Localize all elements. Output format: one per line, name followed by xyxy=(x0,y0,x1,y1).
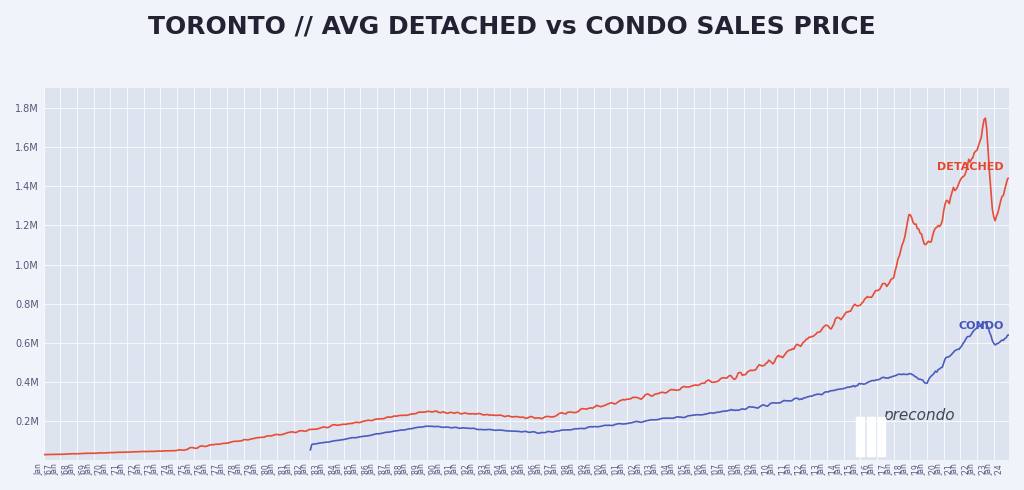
Bar xyxy=(867,416,876,456)
Text: DETACHED: DETACHED xyxy=(937,162,1004,172)
Text: CONDO: CONDO xyxy=(958,321,1004,331)
Text: TORONTO // AVG DETACHED vs CONDO SALES PRICE: TORONTO // AVG DETACHED vs CONDO SALES P… xyxy=(148,15,876,39)
Bar xyxy=(879,416,885,456)
Bar xyxy=(856,416,864,456)
Text: precondo: precondo xyxy=(884,408,955,423)
